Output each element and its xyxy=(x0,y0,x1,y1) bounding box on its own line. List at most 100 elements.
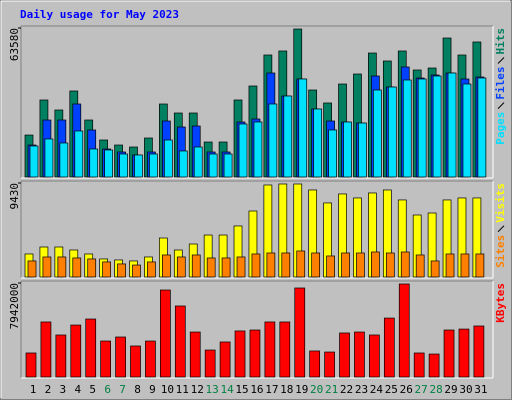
bar xyxy=(164,139,173,178)
bar xyxy=(100,340,112,378)
bar xyxy=(147,261,156,278)
x-tick-label: 30 xyxy=(459,383,472,396)
bar xyxy=(402,79,412,178)
bar xyxy=(311,252,321,278)
bar xyxy=(373,89,382,178)
bar xyxy=(356,252,365,278)
bar xyxy=(313,108,323,178)
bar xyxy=(27,260,37,278)
bar xyxy=(249,329,261,378)
bar xyxy=(221,257,231,278)
bar xyxy=(445,253,455,278)
bar xyxy=(298,78,308,178)
bar xyxy=(85,318,97,378)
bar xyxy=(413,352,425,378)
bar xyxy=(264,321,276,378)
bar xyxy=(55,334,67,378)
bar xyxy=(104,149,114,178)
bar xyxy=(279,321,291,378)
x-tick-label: 27 xyxy=(415,383,428,396)
bar xyxy=(160,289,171,378)
bar xyxy=(72,257,82,278)
bar xyxy=(191,254,201,278)
bar xyxy=(328,129,337,178)
x-tick-label: 26 xyxy=(400,383,413,396)
bar xyxy=(341,252,350,278)
x-tick-label: 2 xyxy=(45,383,52,396)
bar xyxy=(462,83,472,178)
legend-label: Sites xyxy=(494,235,507,268)
x-tick-label: 24 xyxy=(370,383,384,396)
bar xyxy=(326,255,335,278)
legend-label: Files xyxy=(494,67,507,100)
bar xyxy=(89,148,99,178)
bar xyxy=(339,332,350,378)
legend-label: Visits xyxy=(494,183,507,223)
bar xyxy=(432,75,442,178)
y-tick-label: 7942000 xyxy=(8,283,21,329)
y-tick-label: 63580 xyxy=(8,28,21,61)
bar xyxy=(415,254,425,278)
bar xyxy=(251,253,261,278)
x-tick-label: 17 xyxy=(265,383,278,396)
bar xyxy=(70,324,82,378)
legend-separator xyxy=(497,225,505,233)
bar xyxy=(149,153,158,178)
bar xyxy=(219,341,231,378)
bar xyxy=(87,258,97,278)
bar xyxy=(208,153,218,178)
bar xyxy=(132,264,141,278)
bar xyxy=(309,350,321,378)
bar xyxy=(57,256,67,278)
bar xyxy=(385,252,395,278)
legend-separator xyxy=(497,57,505,64)
bar xyxy=(253,121,263,178)
x-tick-label: 29 xyxy=(444,383,457,396)
x-tick-label: 7 xyxy=(119,383,126,396)
bar xyxy=(130,345,141,378)
bar xyxy=(266,252,276,278)
bar xyxy=(117,263,126,278)
x-tick-label: 1 xyxy=(30,383,37,396)
x-tick-label: 11 xyxy=(176,383,189,396)
bar xyxy=(145,340,156,378)
x-tick-label: 4 xyxy=(74,383,81,396)
x-tick-label: 22 xyxy=(340,383,353,396)
bar xyxy=(383,317,395,378)
bar xyxy=(417,78,427,178)
bar xyxy=(268,103,278,178)
x-tick-label: 12 xyxy=(191,383,204,396)
x-tick-label: 21 xyxy=(325,383,338,396)
x-tick-label: 9 xyxy=(149,383,156,396)
bar xyxy=(460,253,470,278)
bar xyxy=(400,251,410,278)
bar xyxy=(443,329,455,378)
bar xyxy=(354,331,365,378)
bar xyxy=(234,330,246,378)
bar xyxy=(473,325,485,378)
bar xyxy=(238,123,248,178)
bar xyxy=(223,153,233,178)
bar xyxy=(134,154,143,178)
bar xyxy=(74,130,84,178)
bar xyxy=(296,250,306,278)
bar xyxy=(42,256,52,278)
bar xyxy=(102,261,112,278)
bar xyxy=(428,353,440,378)
bar xyxy=(176,256,186,278)
bar xyxy=(369,334,380,378)
x-tick-label: 10 xyxy=(161,383,174,396)
x-tick-label: 16 xyxy=(250,383,263,396)
legend-label: Pages xyxy=(494,112,507,145)
x-tick-label: 14 xyxy=(220,383,234,396)
bar xyxy=(294,287,306,378)
bar xyxy=(358,122,367,178)
bar xyxy=(25,352,37,378)
bar xyxy=(40,321,52,378)
y-tick-label: 9430 xyxy=(8,183,21,210)
bar xyxy=(178,150,188,178)
bar xyxy=(324,351,335,378)
bar xyxy=(119,153,128,178)
bar xyxy=(44,138,54,178)
